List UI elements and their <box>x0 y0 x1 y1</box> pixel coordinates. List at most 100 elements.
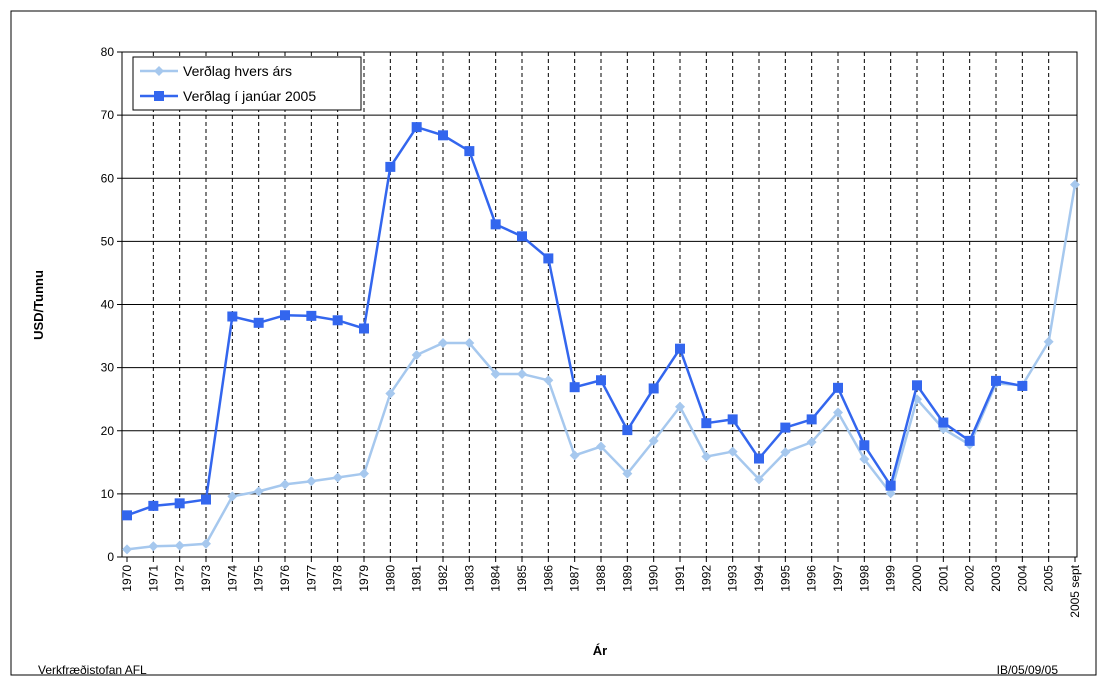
data-point <box>1070 179 1080 190</box>
x-tick-label: 2005 sept <box>1068 564 1082 617</box>
y-tick-label: 70 <box>101 108 115 122</box>
x-tick-label: 1978 <box>331 565 345 592</box>
data-point <box>701 451 712 462</box>
x-tick-label: 1987 <box>568 565 582 592</box>
data-point <box>490 219 501 230</box>
x-tick-label: 2001 <box>936 565 950 592</box>
y-tick-label: 50 <box>101 234 115 248</box>
data-point <box>359 323 369 334</box>
data-point <box>385 161 396 172</box>
x-tick-label: 1981 <box>410 565 424 592</box>
x-tick-label: 1980 <box>383 565 397 592</box>
x-tick-label: 1983 <box>462 565 476 592</box>
x-tick-label: 1998 <box>857 565 871 592</box>
x-tick-label: 1970 <box>120 565 134 592</box>
data-point <box>148 541 159 552</box>
data-point <box>543 253 554 264</box>
data-point <box>411 350 422 360</box>
y-tick-label: 40 <box>101 298 115 312</box>
data-point <box>727 446 738 457</box>
data-point <box>964 435 975 446</box>
data-point <box>227 311 238 322</box>
data-point <box>780 422 791 433</box>
data-point <box>227 491 238 502</box>
x-tick-label: 2003 <box>989 565 1003 592</box>
data-point <box>148 500 159 511</box>
data-point <box>174 498 185 509</box>
y-tick-label: 80 <box>101 45 115 59</box>
data-point <box>438 130 448 141</box>
data-point <box>833 407 843 418</box>
x-tick-label: 1994 <box>752 565 766 592</box>
data-point <box>596 375 606 386</box>
data-point <box>490 368 501 379</box>
legend-marker <box>154 91 164 101</box>
data-point <box>280 479 290 490</box>
data-point <box>727 414 738 425</box>
data-point <box>622 468 633 479</box>
data-point <box>806 437 817 448</box>
data-point <box>517 231 527 242</box>
data-point <box>806 414 817 425</box>
data-point <box>438 338 448 349</box>
legend-label: Verðlag hvers árs <box>183 63 292 79</box>
data-point <box>569 382 580 393</box>
data-point <box>780 447 791 458</box>
x-tick-label: 2002 <box>963 565 977 592</box>
x-tick-label: 2005 <box>1042 565 1056 592</box>
y-tick-label: 0 <box>107 550 114 564</box>
x-tick-label: 1990 <box>647 565 661 592</box>
x-tick-label: 1999 <box>884 565 898 592</box>
data-point <box>122 544 132 555</box>
data-point <box>122 510 132 521</box>
data-point <box>833 382 843 393</box>
data-point <box>174 540 185 551</box>
data-point <box>701 418 712 429</box>
data-point <box>859 454 870 465</box>
data-point <box>306 476 317 487</box>
data-point <box>675 343 685 354</box>
x-tick-label: 1997 <box>831 565 845 592</box>
data-point <box>859 440 870 451</box>
x-tick-label: 1982 <box>436 565 450 592</box>
x-tick-label: 1984 <box>489 565 503 592</box>
data-point <box>253 486 264 497</box>
legend-label: Verðlag í janúar 2005 <box>183 88 316 104</box>
data-point <box>885 488 896 499</box>
x-tick-label: 1974 <box>225 565 239 592</box>
x-tick-label: 1971 <box>146 565 160 592</box>
data-point <box>569 450 580 461</box>
data-point <box>201 494 211 505</box>
data-point <box>1043 336 1054 347</box>
data-point <box>306 310 317 321</box>
x-tick-label: 1986 <box>541 565 555 592</box>
footer-right: IB/05/09/05 <box>997 663 1059 677</box>
x-tick-label: 1985 <box>515 565 529 592</box>
data-point <box>754 474 764 485</box>
footer-left: Verkfræðistofan AFL <box>38 663 147 677</box>
data-point <box>543 375 554 386</box>
y-tick-label: 20 <box>101 424 115 438</box>
data-point <box>359 468 369 479</box>
x-tick-label: 1972 <box>173 565 187 592</box>
data-point <box>517 368 527 379</box>
data-point <box>464 338 475 349</box>
x-tick-label: 2000 <box>910 565 924 592</box>
data-point <box>201 538 211 549</box>
legend-marker <box>154 66 164 76</box>
data-point <box>385 388 396 399</box>
x-tick-label: 1989 <box>620 565 634 592</box>
data-point <box>253 317 264 328</box>
data-point <box>464 146 475 157</box>
data-point <box>991 375 1001 386</box>
x-tick-label: 1979 <box>357 565 371 592</box>
x-tick-label: 1988 <box>594 565 608 592</box>
legend-box <box>132 56 362 111</box>
x-tick-label: 1996 <box>805 565 819 592</box>
data-point <box>885 480 896 491</box>
x-tick-label: 1973 <box>199 565 213 592</box>
data-point <box>938 417 949 428</box>
x-tick-label: 1977 <box>304 565 318 592</box>
x-tick-label: 1991 <box>673 565 687 592</box>
